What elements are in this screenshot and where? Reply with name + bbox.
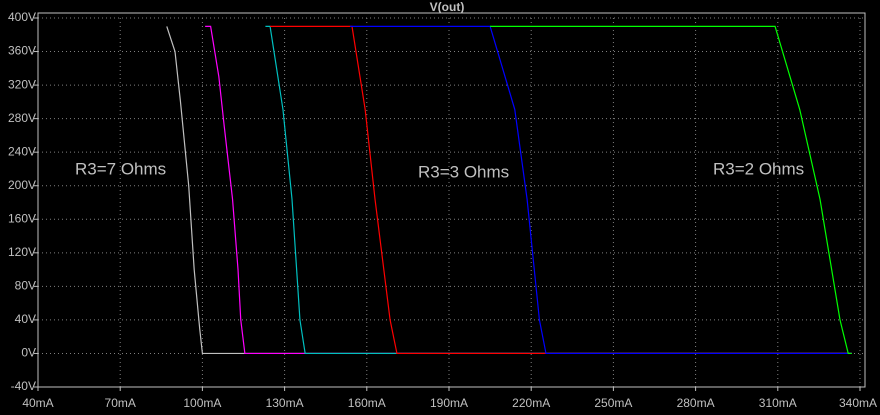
y-tick-label: 400V (8, 10, 36, 24)
y-tick-label: 360V (8, 44, 36, 58)
x-tick-label: 280mA (677, 396, 715, 410)
series-line (490, 25, 852, 355)
x-tick-label: 220mA (512, 396, 550, 410)
x-tick-label: 190mA (430, 396, 468, 410)
annotation: R3=3 Ohms (418, 162, 509, 181)
y-tick-label: -40V (11, 379, 36, 393)
y-tick-label: 280V (8, 111, 36, 125)
x-tick-label: 100mA (183, 396, 221, 410)
x-tick-label: 160mA (348, 396, 386, 410)
annotation: R3=7 Ohms (75, 159, 166, 178)
plot-frame (37, 12, 866, 388)
x-tick-label: 130mA (266, 396, 304, 410)
series-line (166, 26, 852, 355)
y-tick-label: 40V (15, 312, 36, 326)
y-tick-label: 320V (8, 77, 36, 91)
x-tick-label: 340mA (839, 396, 877, 410)
y-tick-label: 120V (8, 245, 36, 259)
series-line (205, 25, 852, 355)
x-tick-label: 70mA (105, 396, 136, 410)
y-tick-label: 240V (8, 144, 36, 158)
y-tick-label: 160V (8, 211, 36, 225)
y-tick-label: 200V (8, 178, 36, 192)
annotation: R3=2 Ohms (713, 159, 804, 178)
y-tick-label: 0V (21, 346, 36, 360)
chart-title: V(out) (430, 0, 465, 14)
x-tick-label: 250mA (594, 396, 632, 410)
x-tick-label: 310mA (759, 396, 797, 410)
x-tick-label: 40mA (22, 396, 53, 410)
y-tick-label: 80V (15, 279, 36, 293)
